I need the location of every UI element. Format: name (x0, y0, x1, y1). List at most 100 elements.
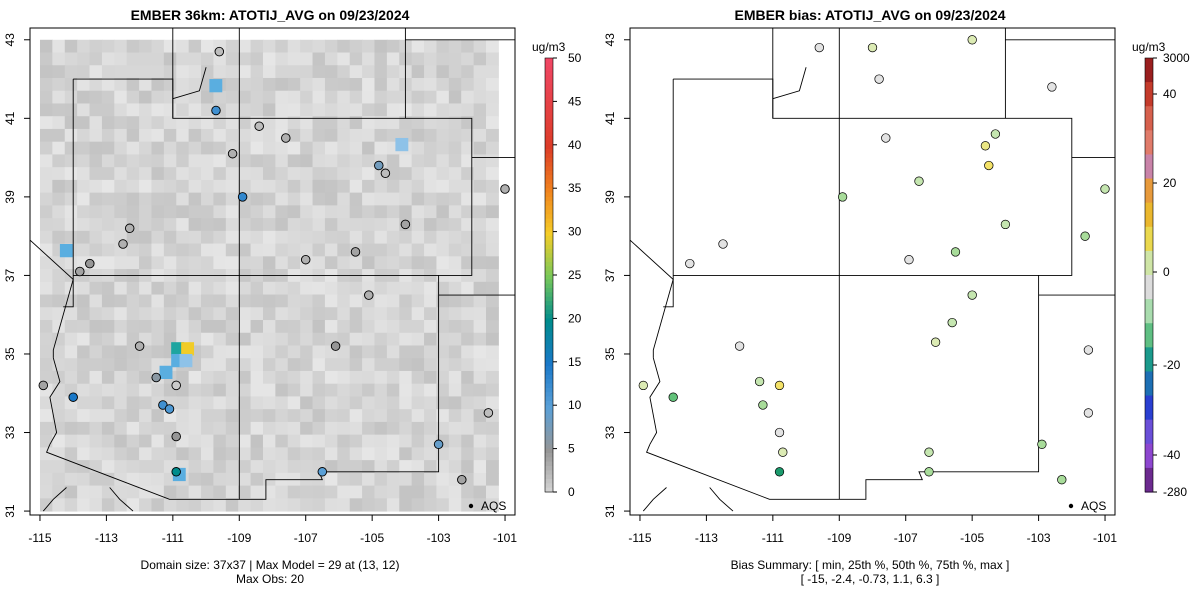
model-grid-cell (287, 179, 301, 194)
model-grid-cell (349, 128, 363, 143)
model-grid-cell (300, 65, 314, 79)
model-grid-cell (473, 320, 487, 334)
model-grid-cell (213, 434, 227, 448)
model-grid-cell (349, 332, 363, 346)
model-grid-cell (324, 77, 338, 92)
model-grid-cell (374, 90, 388, 104)
model-grid-cell (64, 332, 78, 346)
model-grid-cell (436, 421, 450, 436)
model-grid-cell (188, 103, 202, 117)
model-grid-cell (225, 447, 239, 461)
model-grid-cell (287, 39, 301, 54)
model-grid-cell (213, 358, 227, 372)
model-grid-cell (39, 65, 53, 79)
state-boundary-line (109, 487, 134, 512)
model-grid-cell (262, 498, 276, 512)
model-grid-cell (64, 485, 78, 499)
model-grid-cell (287, 230, 301, 245)
aqs-legend-dot (468, 503, 474, 509)
model-grid-cell (77, 421, 91, 436)
model-grid-cell (424, 307, 437, 321)
model-grid-cell (126, 383, 140, 397)
colorbar-tick-label: 50 (568, 51, 582, 65)
aqs-station-bias-marker (924, 447, 934, 457)
model-grid-cell (52, 128, 66, 143)
model-grid-cell (213, 409, 227, 423)
model-grid-cell (386, 230, 400, 245)
model-grid-cell (262, 358, 276, 372)
colorbar-segment (545, 474, 553, 480)
model-grid-cell (39, 345, 53, 359)
model-grid-cell (64, 472, 78, 487)
model-grid-cell (300, 396, 314, 410)
model-grid-cell (89, 128, 103, 143)
model-grid-cell (324, 192, 338, 206)
model-grid-cell (337, 141, 351, 155)
model-grid-cell (262, 65, 276, 79)
model-grid-cell (399, 167, 413, 181)
colorbar-segment (545, 305, 553, 311)
colorbar-segment (545, 244, 553, 250)
aqs-station-bias-marker (930, 337, 941, 347)
aqs-station-marker (374, 160, 384, 171)
model-grid-cell (374, 460, 388, 474)
model-grid-cell (486, 103, 499, 117)
model-grid-cell (39, 332, 53, 346)
model-grid-cell (275, 39, 289, 54)
x-tick-label: -109 (227, 531, 251, 545)
model-grid-cell (188, 307, 202, 321)
model-grid-cell (201, 218, 214, 232)
colorbar-tick-label: 20 (568, 311, 582, 325)
model-grid-cell (101, 307, 115, 321)
model-grid-cell (448, 460, 462, 474)
model-grid-cell (287, 116, 301, 130)
model-grid-cell (225, 52, 239, 66)
model-grid-cell (89, 281, 103, 296)
model-grid-cell (77, 52, 91, 66)
model-grid-cell (362, 230, 375, 245)
model-grid-cell (250, 167, 264, 181)
model-grid-cell (312, 167, 326, 181)
aqs-station-marker (171, 431, 181, 442)
model-grid-cell (275, 90, 289, 104)
model-grid-cell (89, 383, 103, 397)
model-grid-cell (77, 230, 91, 245)
model-grid-cell (64, 39, 78, 54)
model-grid-cell (89, 434, 103, 448)
model-grid-cell (64, 179, 78, 194)
model-grid-cell (300, 230, 314, 245)
colorbar-segment (1145, 226, 1153, 252)
aqs-station-marker (124, 223, 135, 234)
model-grid-cell (52, 383, 66, 397)
model-grid-cell (374, 256, 388, 270)
model-grid-cell (176, 320, 190, 334)
colorbar-segment (545, 361, 553, 367)
model-grid-cell (126, 128, 140, 143)
model-grid-cell (89, 154, 103, 168)
model-grid-cell (163, 421, 177, 436)
model-grid-cell (461, 332, 475, 346)
model-grid-cell (275, 218, 289, 232)
model-grid-cell (89, 230, 103, 245)
state-boundary-line (46, 275, 440, 500)
model-grid-cell (114, 116, 128, 130)
model-grid-cell (324, 281, 338, 296)
x-tick-label: -107 (294, 531, 318, 545)
model-grid-cell (126, 409, 140, 423)
model-grid-cell (312, 332, 326, 346)
model-grid-cell (250, 345, 264, 359)
model-grid-cell (399, 345, 413, 359)
model-grid-cell (250, 421, 264, 436)
model-grid-cell (101, 65, 115, 79)
model-grid-cell (114, 90, 128, 104)
model-grid-cell (337, 498, 351, 512)
model-grid-cell (151, 421, 165, 436)
state-boundary-line (646, 275, 1040, 500)
model-grid-cell (448, 103, 462, 117)
model-grid-cell (424, 485, 437, 499)
colorbar-unit-label: ug/m3 (1132, 40, 1166, 54)
model-grid-cell (362, 256, 375, 270)
model-grid-cell (324, 358, 338, 372)
colorbar-segment (545, 183, 553, 189)
model-grid-cell (163, 294, 177, 308)
